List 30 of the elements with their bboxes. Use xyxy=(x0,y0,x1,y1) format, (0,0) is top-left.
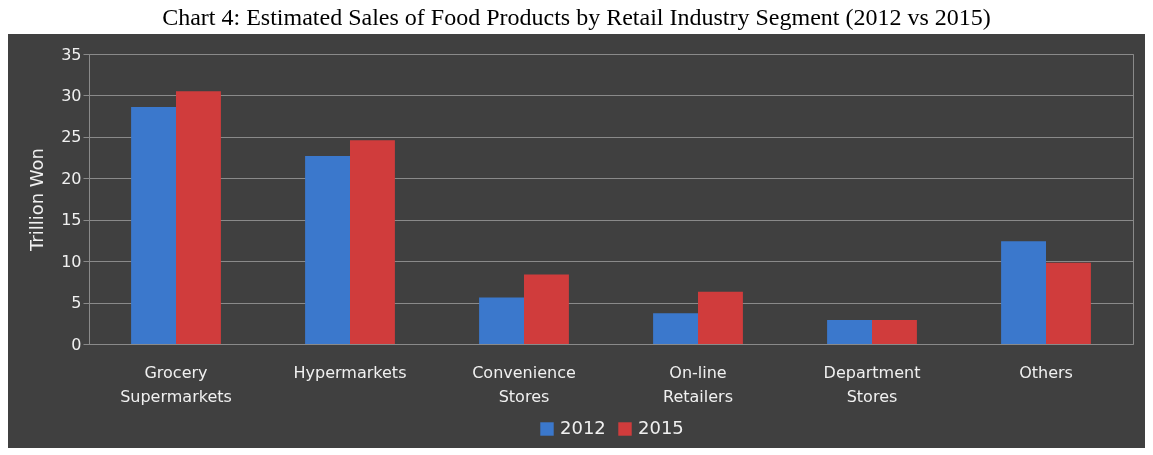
bar xyxy=(653,313,698,344)
bar xyxy=(305,155,350,344)
bar xyxy=(1001,241,1046,344)
x-tick-label: Others xyxy=(1019,362,1073,382)
x-tick-label: Grocery Supermarkets xyxy=(120,362,232,406)
bar xyxy=(872,319,917,344)
y-tick-label: 0 xyxy=(71,334,82,354)
y-tick-label: 25 xyxy=(61,127,82,147)
y-tick-label: 15 xyxy=(61,210,82,230)
x-tick-label: Hypermarkets xyxy=(293,362,407,382)
bar xyxy=(1046,262,1091,344)
y-axis-title: Trillion Won xyxy=(26,147,48,253)
x-tick-label: Convenience Stores xyxy=(472,362,576,406)
y-tick-label: 20 xyxy=(61,168,82,188)
bar xyxy=(479,297,524,344)
bar xyxy=(827,319,872,344)
y-tick-label: 5 xyxy=(71,293,82,313)
x-tick-label: Department Stores xyxy=(823,362,921,406)
legend-label: 2012 xyxy=(560,417,606,438)
y-tick-label: 10 xyxy=(61,251,82,271)
bar xyxy=(350,140,395,344)
y-tick-label: 35 xyxy=(61,44,82,64)
chart-title: Chart 4: Estimated Sales of Food Products by Retail Industry Segment (2012 vs 2015) xyxy=(161,3,992,32)
x-tick-label: On-line Retailers xyxy=(663,362,733,406)
y-tick-label: 30 xyxy=(61,85,82,105)
bar xyxy=(698,291,743,344)
bar xyxy=(176,91,221,344)
bar xyxy=(524,274,569,344)
legend-label: 2015 xyxy=(638,417,684,438)
bar xyxy=(131,107,176,344)
